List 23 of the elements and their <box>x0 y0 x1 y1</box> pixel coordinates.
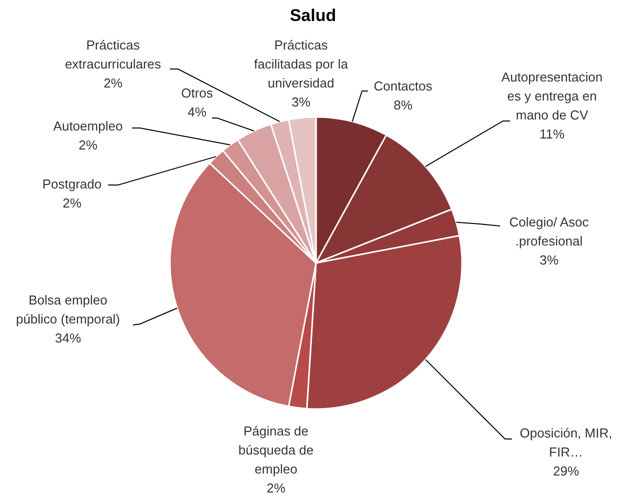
slice-label: Contactos <box>374 78 433 94</box>
data-label: 4% <box>188 104 207 120</box>
slice-label: Oposición, MIR, FIR… <box>520 426 612 460</box>
data-label: 11% <box>539 126 565 142</box>
data-label: 8% <box>394 98 413 112</box>
slice-label: Autoempleo <box>53 118 123 134</box>
data-label: 2% <box>266 480 286 496</box>
data-label: 2% <box>104 76 123 90</box>
slice-label: Prácticas facilitadas por la universidad <box>254 38 349 90</box>
slice-label: Páginas de búsqueda de empleo <box>238 424 314 476</box>
slice-label: Postgrado <box>42 176 102 192</box>
data-label: 34% <box>54 330 82 346</box>
data-label: 2% <box>62 196 82 210</box>
slice-label: Colegio/ Asoc .profesional <box>509 214 590 248</box>
slice-label: Autopresentaciones y entrega en mano de CV <box>501 70 603 122</box>
data-label: 3% <box>540 252 559 268</box>
slice-label: Otros <box>181 86 214 100</box>
slice-label: Prácticas extracurriculares <box>64 38 162 72</box>
data-label: 3% <box>292 94 311 110</box>
data-label: 29% <box>552 464 580 478</box>
data-label: 2% <box>78 138 98 152</box>
slice-label: Bolsa empleo público (temporal) <box>16 292 120 326</box>
chart-title: Salud <box>290 6 336 24</box>
